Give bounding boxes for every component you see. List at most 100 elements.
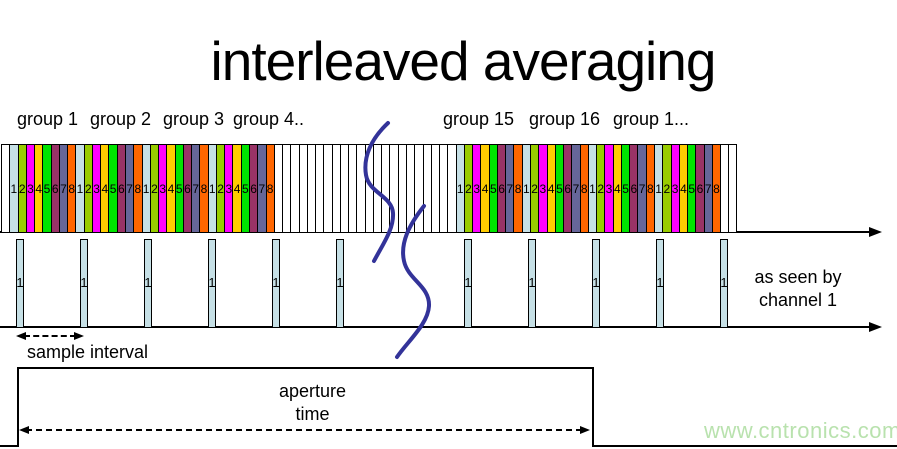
strip-slot-number: 1 xyxy=(10,181,18,196)
strip-slot-number: 4 xyxy=(481,181,489,196)
strip-slot-ch1: 1 xyxy=(522,145,531,232)
as-seen-by-caption: as seen by channel 1 xyxy=(733,266,863,312)
strip-slot-empty xyxy=(432,145,441,232)
strip-slot-ch1: 1 xyxy=(654,145,664,232)
strip-slot-ch2: 2 xyxy=(216,145,226,232)
strip-slot-ch4: 4 xyxy=(481,145,490,232)
strip-slot-empty xyxy=(448,145,457,232)
strip-slot-ch8: 8 xyxy=(514,145,523,232)
channel1-sample-number: 1 xyxy=(656,275,664,290)
strip-slot-ch1: 1 xyxy=(10,145,19,232)
strip-slot-number: 7 xyxy=(506,181,514,196)
strip-slot-ch5: 5 xyxy=(241,145,250,232)
as-seen-by-line2: channel 1 xyxy=(758,290,838,310)
aperture-left-arrowhead-icon xyxy=(19,426,29,434)
strip-slot-number: 8 xyxy=(580,181,588,196)
strip-slot-number: 6 xyxy=(184,181,191,196)
strip-slot-ch5: 5 xyxy=(109,145,118,232)
channel1-sample-number: 1 xyxy=(464,275,472,290)
strip-slot-empty xyxy=(382,145,391,232)
strip-slot-number: 5 xyxy=(43,181,51,196)
strip-slot-number: 8 xyxy=(266,181,274,196)
strip-slot-number: 2 xyxy=(663,181,671,196)
strip-slot-ch3: 3 xyxy=(92,145,102,232)
strip-slot-ch3: 3 xyxy=(26,145,36,232)
channel1-sample-pulse: 1 xyxy=(16,239,24,328)
aperture-time-line2: time xyxy=(295,404,330,424)
channel1-axis-arrowhead-icon xyxy=(869,322,882,332)
strip-slot-empty xyxy=(333,145,341,232)
strip-slot-ch8: 8 xyxy=(712,145,722,232)
group-label-16: group 16 xyxy=(529,109,601,129)
strip-slot-ch7: 7 xyxy=(704,145,713,232)
strip-slot-ch5: 5 xyxy=(555,145,565,232)
strip-axis-arrowhead-icon xyxy=(869,227,882,237)
channel1-sample-pulse: 1 xyxy=(528,239,536,328)
channel1-axis-line xyxy=(0,326,871,328)
strip-slot-ch3: 3 xyxy=(671,145,680,232)
strip-slot-number: 6 xyxy=(564,181,572,196)
strip-slot-number: 1 xyxy=(142,181,150,196)
strip-slot-empty xyxy=(300,145,308,232)
strip-slot-number: 2 xyxy=(18,181,26,196)
strip-slot-empty xyxy=(324,145,333,232)
aperture-time-label: aperture time xyxy=(240,380,385,426)
strip-slot-empty xyxy=(729,145,736,232)
strip-slot-number: 8 xyxy=(514,181,522,196)
strip-slot-number: 1 xyxy=(523,181,530,196)
strip-slot-number: 3 xyxy=(539,181,547,196)
strip-slot-number: 8 xyxy=(200,181,208,196)
strip-slot-ch6: 6 xyxy=(497,145,507,232)
strip-slot-number: 3 xyxy=(605,181,613,196)
aperture-pulse-fall-edge xyxy=(592,367,594,447)
strip-slot-empty xyxy=(424,145,432,232)
strip-slot-ch3: 3 xyxy=(473,145,482,232)
group-label-1b: group 1... xyxy=(613,109,690,129)
strip-slot-empty xyxy=(357,145,366,232)
strip-slot-ch6: 6 xyxy=(630,145,639,232)
strip-slot-ch5: 5 xyxy=(43,145,52,232)
strip-slot-ch2: 2 xyxy=(18,145,27,232)
strip-slot-number: 2 xyxy=(84,181,92,196)
strip-slot-ch5: 5 xyxy=(175,145,184,232)
sample-interval-left-arrowhead-icon xyxy=(16,332,26,340)
strip-slot-ch6: 6 xyxy=(564,145,573,232)
strip-slot-ch1: 1 xyxy=(76,145,85,232)
strip-slot-number: 8 xyxy=(647,181,654,196)
strip-slot-number: 2 xyxy=(217,181,224,196)
strip-slot-ch2: 2 xyxy=(663,145,672,232)
strip-slot-number: 3 xyxy=(473,181,481,196)
strip-slot-ch2: 2 xyxy=(464,145,474,232)
channel1-sample-number: 1 xyxy=(16,275,24,290)
strip-slot-ch4: 4 xyxy=(167,145,176,232)
strip-slot-number: 2 xyxy=(151,181,158,196)
channel1-sample-number: 1 xyxy=(592,275,600,290)
strip-slot-empty xyxy=(721,145,730,232)
channel1-sample-number: 1 xyxy=(80,275,88,290)
strip-slot-empty xyxy=(374,145,383,232)
strip-slot-ch7: 7 xyxy=(258,145,267,232)
strip-slot-ch7: 7 xyxy=(506,145,515,232)
strip-slot-ch7: 7 xyxy=(125,145,135,232)
strip-slot-number: 1 xyxy=(208,181,216,196)
strip-slot-ch1: 1 xyxy=(208,145,217,232)
channel1-sample-pulse: 1 xyxy=(208,239,216,328)
aperture-pulse-low-left xyxy=(0,445,18,447)
strip-slot-number: 1 xyxy=(589,181,596,196)
strip-slot-ch8: 8 xyxy=(134,145,143,232)
strip-slot-empty xyxy=(308,145,317,232)
group-label-1: group 1 xyxy=(17,109,79,129)
strip-slot-ch8: 8 xyxy=(200,145,209,232)
strip-slot-number: 4 xyxy=(547,181,555,196)
strip-slot-number: 6 xyxy=(118,181,125,196)
strip-slot-ch7: 7 xyxy=(572,145,581,232)
strip-slot-number: 7 xyxy=(126,181,133,196)
channel1-sample-pulse: 1 xyxy=(144,239,152,328)
channel1-sample-number: 1 xyxy=(144,275,152,290)
strip-slot-number: 1 xyxy=(76,181,84,196)
strip-slot-number: 1 xyxy=(655,181,662,196)
strip-slot-number: 7 xyxy=(572,181,580,196)
strip-slot-number: 5 xyxy=(109,181,117,196)
channel1-sample-pulse: 1 xyxy=(80,239,88,328)
